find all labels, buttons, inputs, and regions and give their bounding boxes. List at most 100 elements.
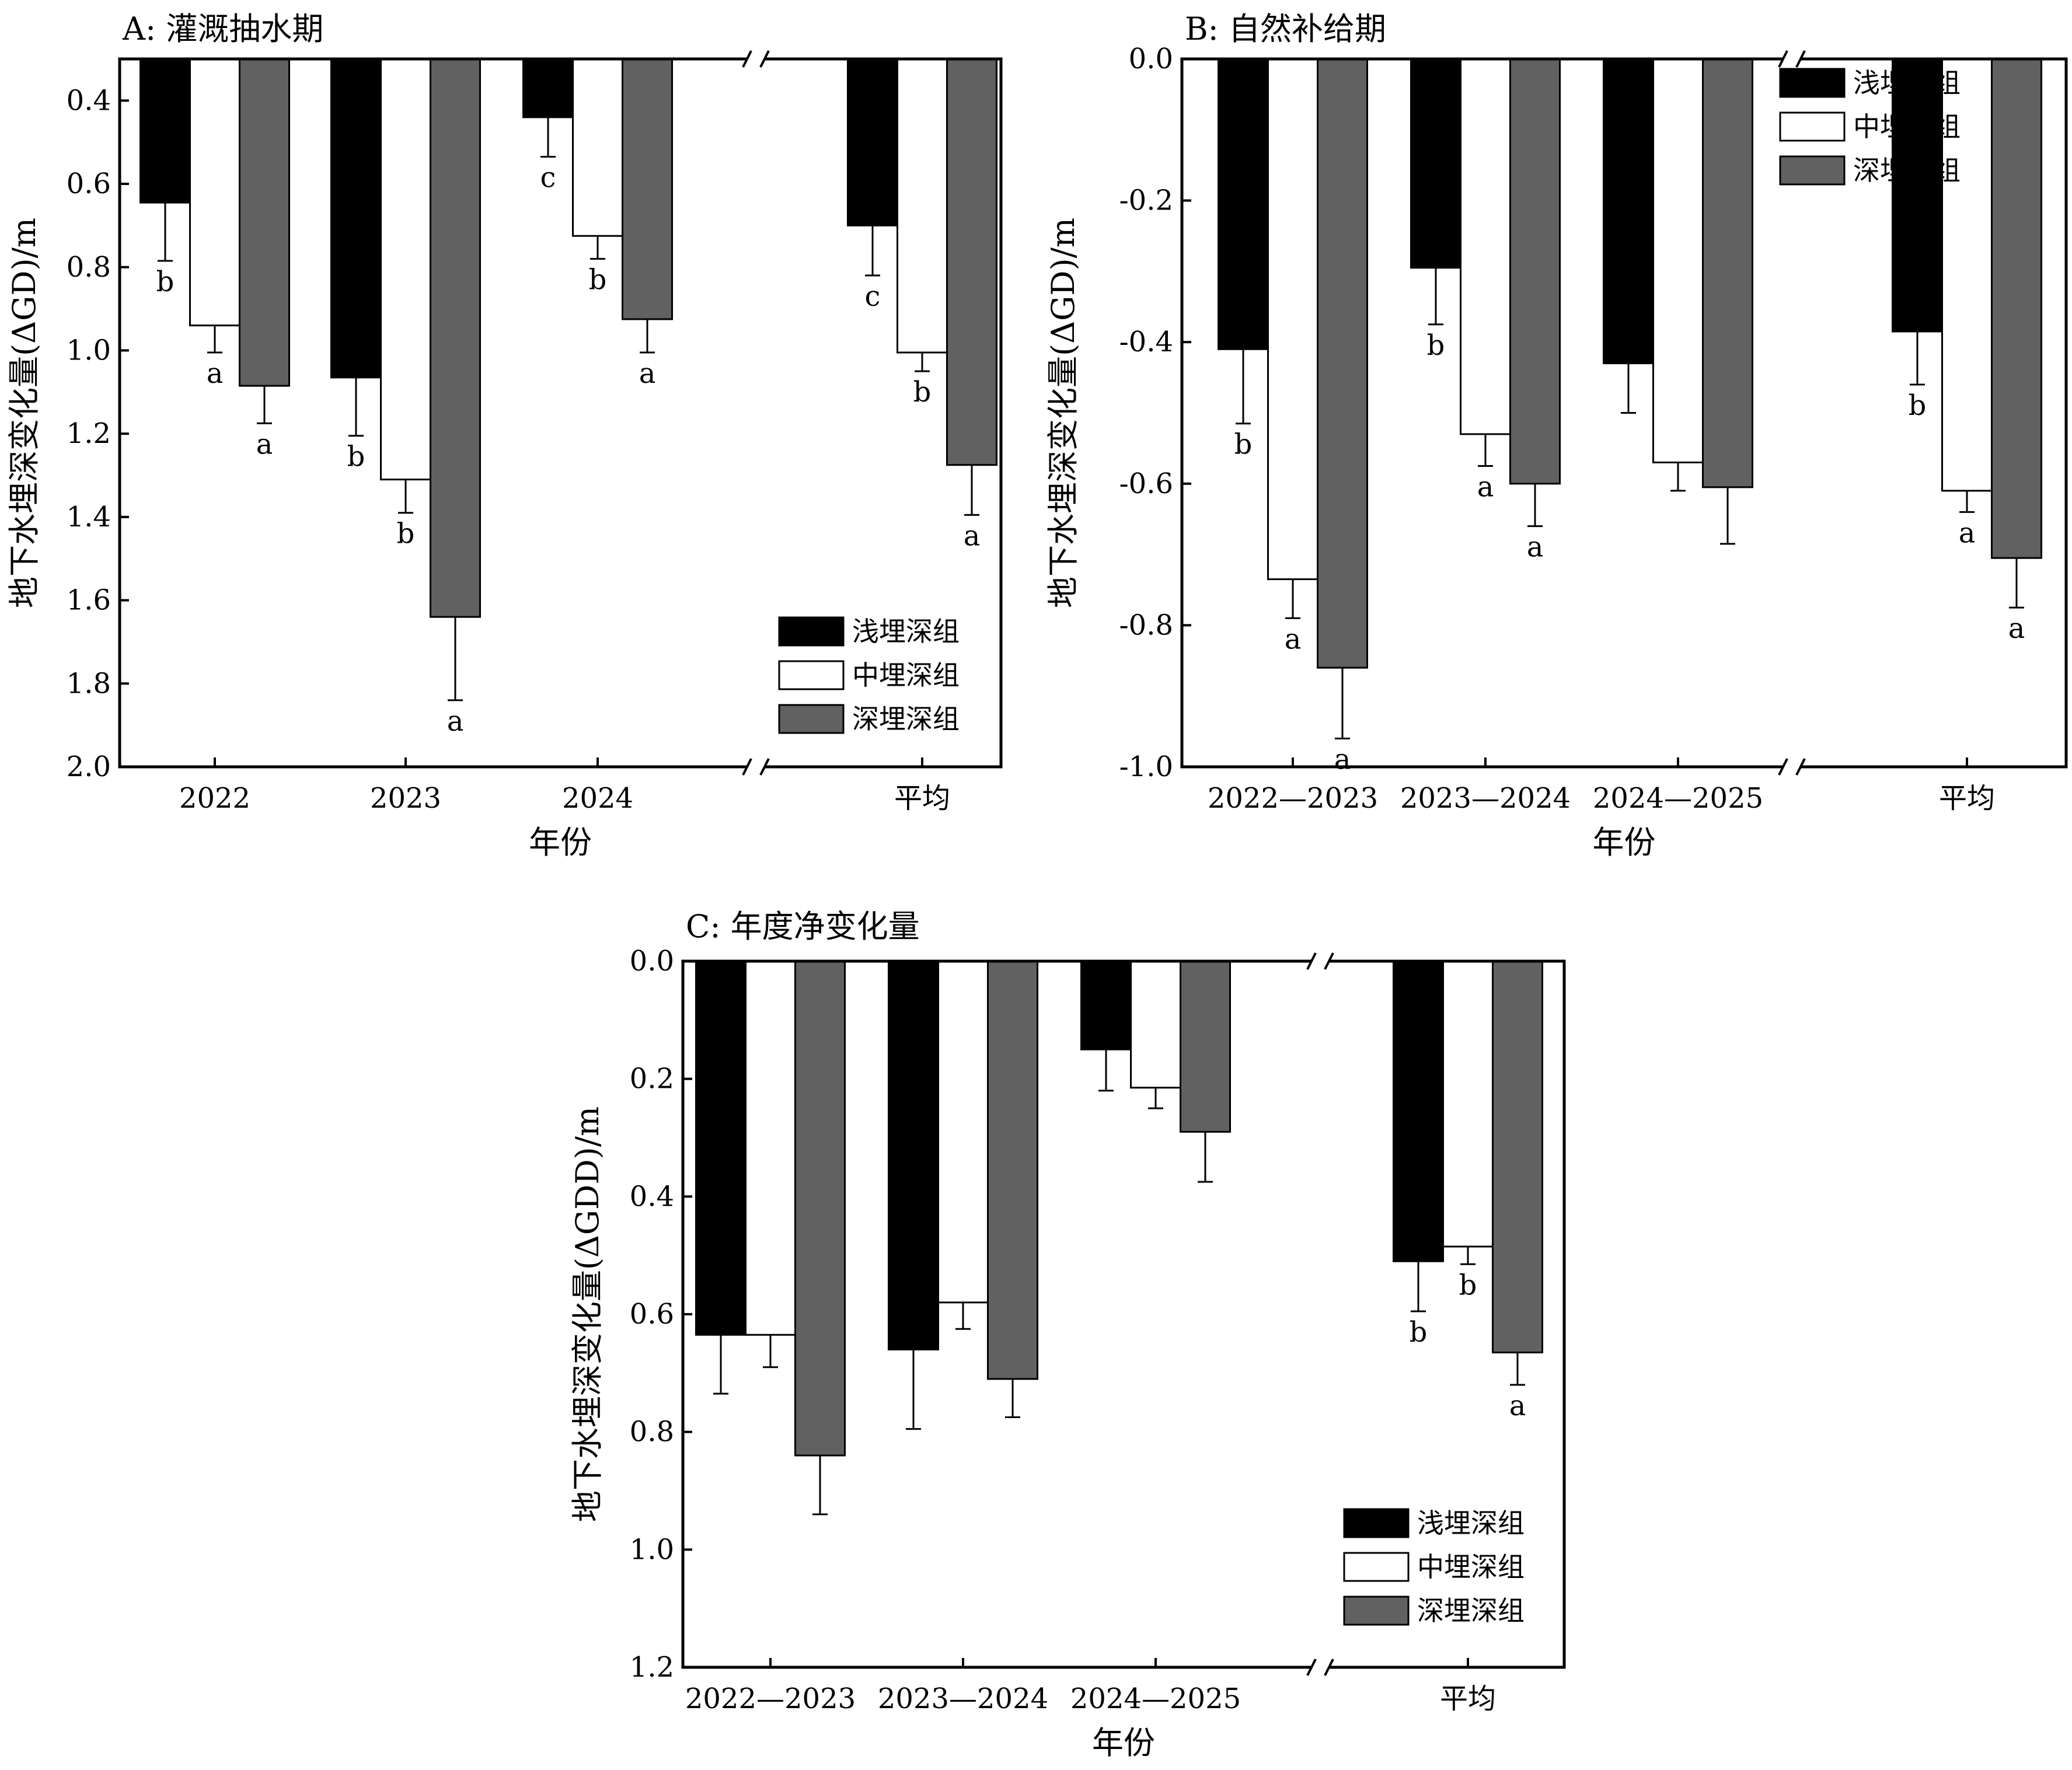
bar bbox=[1410, 58, 1461, 269]
error-bar bbox=[207, 325, 222, 354]
error-bar bbox=[964, 465, 979, 516]
y-tick-label: 0.0 bbox=[630, 945, 674, 977]
bar bbox=[1080, 960, 1132, 1050]
error-bar bbox=[448, 617, 463, 701]
chart-0: A: 灌溉抽水期 b b c c a b b b a a a a 0.4 0.6 0.8 1.0 1.2 1.4 1.… bbox=[6, 11, 1003, 861]
error-bar bbox=[1959, 490, 1975, 513]
legend-label: 浅埋深组 bbox=[1853, 67, 1961, 99]
significance-letter: a bbox=[964, 519, 981, 552]
y-tick-label: 1.8 bbox=[67, 667, 111, 700]
error-bar bbox=[348, 377, 364, 437]
bar bbox=[794, 960, 846, 1457]
error-bar bbox=[1098, 1049, 1114, 1092]
legend-swatch bbox=[1343, 1508, 1410, 1538]
significance-letter: a bbox=[1285, 623, 1302, 655]
bar bbox=[1393, 960, 1444, 1262]
x-tick-label: 2022 bbox=[179, 782, 250, 815]
legend-swatch bbox=[1343, 1552, 1410, 1582]
legend-swatch bbox=[1779, 111, 1846, 142]
error-bar bbox=[1478, 434, 1493, 467]
y-tick-label: -1.0 bbox=[1119, 750, 1173, 783]
error-bar bbox=[398, 479, 413, 514]
bar bbox=[1130, 960, 1181, 1089]
bar bbox=[1941, 58, 1993, 492]
significance-letter: c bbox=[865, 280, 881, 313]
significance-letter: b bbox=[1410, 1316, 1428, 1349]
error-bar bbox=[1198, 1132, 1213, 1183]
y-tick-label: 0.6 bbox=[67, 167, 111, 200]
y-tick-label: 0.4 bbox=[630, 1180, 674, 1213]
axis-break-mark bbox=[1778, 50, 1788, 68]
y-tick-label: 2.0 bbox=[67, 750, 111, 783]
axis-break-mark bbox=[1306, 952, 1317, 970]
significance-letter: b bbox=[913, 376, 932, 409]
chart-1: B: 自然补给期bbbaaaaaa-1.0-0.8-0.6-0.4-0.20.0… bbox=[1045, 11, 2068, 861]
bar bbox=[847, 58, 898, 226]
bar bbox=[189, 58, 240, 327]
y-tick-label: 0.4 bbox=[67, 84, 111, 117]
significance-letter: b bbox=[1427, 329, 1445, 362]
error-bar bbox=[640, 319, 655, 354]
plot-frame bbox=[1180, 57, 2068, 769]
significance-letter: a bbox=[1509, 1390, 1526, 1422]
legend-swatch bbox=[1343, 1596, 1410, 1626]
legend-label: 浅埋深组 bbox=[1417, 1507, 1525, 1539]
legend-swatch bbox=[1779, 68, 1846, 98]
legend-swatch bbox=[778, 704, 845, 734]
error-bar bbox=[2009, 558, 2024, 609]
bar bbox=[1892, 58, 1943, 333]
legend-label: 深埋深组 bbox=[852, 703, 960, 735]
significance-letter: a bbox=[1959, 516, 1976, 549]
legend-label: 中埋深组 bbox=[1417, 1551, 1525, 1583]
y-tick-label: 0.8 bbox=[630, 1416, 674, 1448]
error-bar bbox=[1910, 331, 1925, 386]
significance-letter: a bbox=[1334, 743, 1351, 776]
y-axis-label: 地下水埋深变化量(ΔGDD)/m bbox=[569, 1106, 606, 1522]
significance-letter: b bbox=[1459, 1269, 1477, 1301]
bar bbox=[695, 960, 747, 1336]
bar bbox=[572, 58, 623, 237]
bar bbox=[1652, 58, 1704, 463]
bar bbox=[1317, 58, 1368, 669]
axis-break-mark bbox=[759, 758, 770, 776]
significance-letter: b bbox=[397, 518, 415, 550]
error-bar bbox=[1148, 1087, 1163, 1109]
significance-letter: a bbox=[256, 428, 273, 460]
bar bbox=[897, 58, 948, 354]
axis-break-mark bbox=[1324, 952, 1334, 970]
y-tick-label: 1.6 bbox=[67, 584, 111, 617]
error-bar bbox=[590, 236, 605, 260]
x-tick-label: 2022—2023 bbox=[685, 1682, 856, 1715]
bar bbox=[1267, 58, 1318, 581]
bar bbox=[1180, 960, 1231, 1133]
x-tick-label: 平均 bbox=[894, 782, 950, 815]
significance-letter: a bbox=[447, 705, 464, 738]
bar bbox=[946, 58, 997, 466]
significance-letter: c bbox=[540, 162, 556, 194]
axis-break-mark bbox=[742, 50, 752, 68]
y-axis-label: 地下水埋深变化量(ΔGD)/m bbox=[1045, 218, 1082, 608]
error-bar bbox=[257, 386, 272, 424]
error-bar bbox=[1460, 1247, 1475, 1265]
x-axis-label: 年份 bbox=[1092, 1724, 1155, 1761]
x-tick-label: 2022—2023 bbox=[1208, 782, 1378, 815]
legend-label: 中埋深组 bbox=[852, 659, 960, 691]
bar bbox=[987, 960, 1038, 1380]
legend-label: 浅埋深组 bbox=[852, 616, 960, 647]
error-bar bbox=[1005, 1378, 1020, 1418]
y-tick-label: 1.0 bbox=[67, 334, 111, 366]
bar bbox=[1509, 58, 1561, 485]
bar bbox=[622, 58, 673, 320]
axis-break-mark bbox=[1795, 758, 1806, 776]
legend-label: 中埋深组 bbox=[1853, 111, 1961, 142]
error-bar bbox=[955, 1302, 971, 1330]
x-tick-label: 平均 bbox=[1440, 1682, 1496, 1715]
chart-title: A: 灌溉抽水期 bbox=[122, 11, 323, 47]
significance-letter: b bbox=[347, 441, 365, 473]
bar bbox=[430, 58, 481, 618]
error-bar bbox=[158, 203, 173, 262]
